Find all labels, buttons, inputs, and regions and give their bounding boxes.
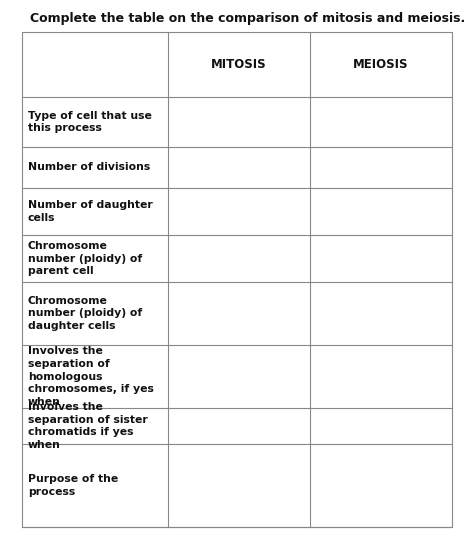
Text: Chromosome
number (ploidy) of
daughter cells: Chromosome number (ploidy) of daughter c… <box>28 296 142 331</box>
Text: Purpose of the
process: Purpose of the process <box>28 474 118 497</box>
Text: Involves the
separation of sister
chromatids if yes
when: Involves the separation of sister chroma… <box>28 402 148 450</box>
Text: Chromosome
number (ploidy) of
parent cell: Chromosome number (ploidy) of parent cel… <box>28 241 142 277</box>
Text: Number of daughter
cells: Number of daughter cells <box>28 200 153 223</box>
Text: Involves the
separation of
homologous
chromosomes, if yes
when: Involves the separation of homologous ch… <box>28 346 154 407</box>
Text: MEIOSIS: MEIOSIS <box>353 58 409 71</box>
Text: Complete the table on the comparison of mitosis and meiosis.: Complete the table on the comparison of … <box>30 12 465 25</box>
Text: Number of divisions: Number of divisions <box>28 162 150 172</box>
Text: Type of cell that use
this process: Type of cell that use this process <box>28 110 152 133</box>
Text: MITOSIS: MITOSIS <box>211 58 267 71</box>
